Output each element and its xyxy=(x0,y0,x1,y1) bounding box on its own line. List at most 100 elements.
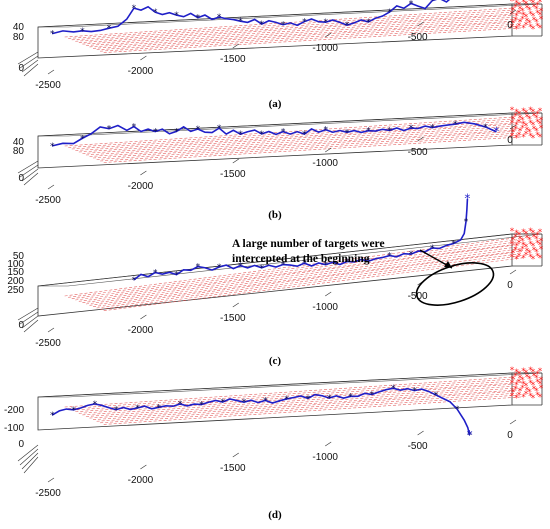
target-marker: * xyxy=(514,12,519,22)
x-tick-label: -2000 xyxy=(128,475,154,486)
target-trajectory-line xyxy=(85,387,521,417)
path-marker: * xyxy=(93,400,98,410)
x-tick-label: 0 xyxy=(507,280,513,291)
target-marker: * xyxy=(534,387,539,397)
target-marker: * xyxy=(517,118,522,128)
path-marker: * xyxy=(196,263,201,273)
target-marker: * xyxy=(524,230,529,240)
target-trajectory-line xyxy=(103,257,524,311)
x-tick xyxy=(47,477,55,483)
target-marker: * xyxy=(538,367,543,377)
target-marker: * xyxy=(510,0,515,7)
target-marker: * xyxy=(510,23,515,33)
target-marker: * xyxy=(514,0,519,9)
target-marker: * xyxy=(511,19,516,29)
path-end-marker: * xyxy=(451,0,457,3)
target-marker: * xyxy=(510,132,515,142)
annotation-arrowhead xyxy=(444,261,452,268)
path-marker: * xyxy=(174,11,179,21)
y-axis-stub xyxy=(23,63,39,77)
target-marker: * xyxy=(532,16,537,26)
y-axis-stub xyxy=(23,456,39,474)
target-marker: * xyxy=(535,391,540,401)
target-marker: * xyxy=(510,240,515,250)
y-axis-stub xyxy=(21,452,39,470)
target-marker: * xyxy=(532,385,537,395)
target-marker: * xyxy=(511,249,516,259)
x-tick-label: -2500 xyxy=(35,80,61,91)
target-marker: * xyxy=(517,110,522,120)
target-trajectory-line xyxy=(85,127,521,156)
path-marker: * xyxy=(217,263,222,273)
target-trajectory-line xyxy=(89,129,524,157)
interceptor-path xyxy=(52,121,497,147)
path-marker: * xyxy=(409,0,414,9)
z-tick-label: 0 xyxy=(18,173,24,184)
target-marker: * xyxy=(539,245,544,255)
x-tick xyxy=(140,55,147,61)
target-marker: * xyxy=(528,253,533,263)
target-marker: * xyxy=(511,388,516,398)
target-marker: * xyxy=(528,10,533,20)
target-marker: * xyxy=(514,242,519,252)
path-marker: * xyxy=(430,124,435,134)
path-marker: * xyxy=(153,268,158,278)
target-marker: * xyxy=(518,374,523,384)
target-marker: * xyxy=(514,108,519,118)
path-marker: * xyxy=(107,125,112,135)
target-marker: * xyxy=(513,3,518,13)
target-marker: * xyxy=(521,120,526,130)
x-tick-label: -1000 xyxy=(312,302,338,313)
x-tick xyxy=(232,302,239,308)
x-tick xyxy=(325,441,332,447)
path-marker: * xyxy=(153,8,158,18)
target-marker: * xyxy=(511,6,516,16)
target-marker: * xyxy=(535,239,540,249)
target-trajectory-line xyxy=(103,396,524,425)
target-marker: * xyxy=(517,9,522,19)
target-marker: * xyxy=(521,228,526,238)
target-marker: * xyxy=(520,376,525,386)
target-marker: * xyxy=(527,236,532,246)
panel-caption: (b) xyxy=(268,209,282,221)
target-marker: * xyxy=(517,131,522,141)
target-marker: * xyxy=(527,375,532,385)
path-marker: * xyxy=(430,0,435,7)
x-tick xyxy=(509,9,517,15)
target-marker: * xyxy=(510,106,515,116)
target-marker: * xyxy=(524,243,529,253)
path-marker: * xyxy=(50,411,55,421)
x-tick-label: -1500 xyxy=(220,463,246,474)
target-marker: * xyxy=(538,133,543,143)
path-marker: * xyxy=(387,252,392,262)
path-marker: * xyxy=(451,240,456,250)
target-marker: * xyxy=(514,134,519,144)
panel-caption: (a) xyxy=(269,98,282,110)
target-marker: * xyxy=(525,247,530,257)
panel-caption: (c) xyxy=(269,355,282,367)
target-marker: * xyxy=(539,116,544,126)
path-marker: * xyxy=(263,396,268,406)
target-marker: * xyxy=(517,22,522,32)
interceptor-path xyxy=(51,387,471,436)
target-trajectory-line xyxy=(68,239,518,298)
y-axis-stub xyxy=(19,311,39,325)
path-marker: * xyxy=(366,257,371,267)
target-marker: * xyxy=(511,236,516,246)
target-trajectory-line xyxy=(100,134,521,162)
target-marker: * xyxy=(525,4,530,14)
target-marker: * xyxy=(511,115,516,125)
target-marker: * xyxy=(517,378,522,388)
target-trajectory-line xyxy=(82,16,518,45)
target-marker: * xyxy=(525,113,530,123)
target-marker: * xyxy=(538,107,543,117)
target-marker: * xyxy=(539,376,544,386)
target-trajectory-line xyxy=(64,376,515,408)
z-tick-label: 80 xyxy=(13,146,25,157)
z-tick-label: -200 xyxy=(4,405,24,416)
path-marker: * xyxy=(302,259,307,269)
y-axis-stub xyxy=(21,168,39,182)
target-trajectory-line xyxy=(78,123,515,153)
target-marker: * xyxy=(524,390,529,400)
